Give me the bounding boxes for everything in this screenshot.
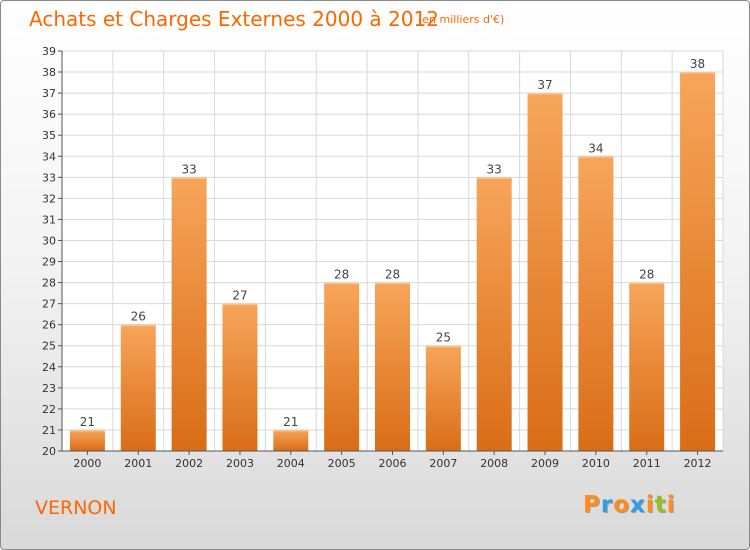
x-tick-label: 2002 bbox=[175, 457, 203, 470]
chart-title: Achats et Charges Externes 2000 à 2012 bbox=[29, 7, 439, 31]
bar bbox=[680, 72, 716, 451]
y-tick-label: 27 bbox=[42, 298, 56, 311]
bar-highlight bbox=[273, 429, 309, 432]
bar-highlight bbox=[375, 282, 410, 285]
logo-letter: t bbox=[654, 492, 667, 518]
bar-value-label: 33 bbox=[181, 162, 196, 176]
y-tick-label: 26 bbox=[42, 319, 56, 332]
y-tick-label: 37 bbox=[42, 87, 56, 100]
bar-highlight bbox=[69, 429, 105, 432]
bar bbox=[69, 429, 105, 451]
y-tick-label: 31 bbox=[42, 213, 56, 226]
x-tick-label: 2003 bbox=[226, 457, 254, 470]
y-tick-label: 22 bbox=[42, 403, 56, 416]
x-tick-label: 2001 bbox=[124, 457, 152, 470]
x-tick-label: 2012 bbox=[684, 457, 712, 470]
x-tick-label: 2011 bbox=[633, 457, 661, 470]
bar-value-label: 25 bbox=[436, 331, 451, 345]
y-tick-label: 38 bbox=[42, 66, 56, 79]
logo-letter: i bbox=[666, 492, 676, 518]
logo-letter: r bbox=[600, 492, 614, 518]
bar-value-label: 28 bbox=[639, 268, 654, 282]
bar bbox=[527, 93, 563, 452]
x-tick-label: 2000 bbox=[73, 457, 101, 470]
bar bbox=[324, 282, 360, 451]
x-tick-label: 2006 bbox=[379, 457, 407, 470]
x-tick-label: 2008 bbox=[480, 457, 508, 470]
y-tick-label: 23 bbox=[42, 382, 56, 395]
y-tick-label: 34 bbox=[42, 150, 56, 163]
y-tick-label: 29 bbox=[42, 256, 56, 269]
bar-value-label: 21 bbox=[283, 415, 298, 429]
bar bbox=[120, 324, 156, 451]
bar-value-label: 33 bbox=[487, 162, 502, 176]
y-tick-label: 33 bbox=[42, 171, 56, 184]
y-tick-label: 20 bbox=[42, 445, 56, 458]
bar-value-label: 28 bbox=[334, 268, 349, 282]
bar-value-label: 34 bbox=[588, 141, 603, 155]
bar-value-label: 27 bbox=[232, 289, 247, 303]
bar-highlight bbox=[680, 72, 716, 74]
y-tick-label: 21 bbox=[42, 424, 56, 437]
y-tick-label: 28 bbox=[42, 277, 56, 290]
logo-letter: i bbox=[645, 492, 655, 518]
y-tick-label: 30 bbox=[42, 234, 56, 247]
bar-value-label: 37 bbox=[537, 78, 552, 92]
bar-highlight bbox=[222, 303, 258, 306]
bar-value-label: 38 bbox=[690, 57, 705, 71]
logo-letter: P bbox=[583, 492, 601, 518]
bars: 21 26 33 27 21 28 28 25 33 37 34 28 38 bbox=[69, 57, 716, 452]
y-tick-label: 32 bbox=[42, 192, 56, 205]
logo-letter: o bbox=[613, 492, 631, 518]
bar bbox=[375, 282, 410, 451]
bar-highlight bbox=[578, 156, 614, 158]
y-tick-label: 24 bbox=[42, 361, 56, 374]
bar bbox=[222, 303, 258, 451]
bar bbox=[171, 177, 207, 451]
bar bbox=[273, 429, 309, 451]
bar-value-label: 21 bbox=[80, 415, 95, 429]
bar-value-label: 28 bbox=[385, 268, 400, 282]
x-tick-label: 2004 bbox=[277, 457, 305, 470]
x-tick-label: 2005 bbox=[328, 457, 356, 470]
bar bbox=[476, 177, 512, 451]
bar-highlight bbox=[324, 282, 360, 285]
axes: 20 21 22 23 24 25 26 27 28 29 30 31 32 33 34 35 36 37 38 39… bbox=[42, 45, 723, 470]
x-tick-label: 2010 bbox=[582, 457, 610, 470]
logo-letter: x bbox=[630, 492, 646, 518]
bar-highlight bbox=[629, 282, 665, 285]
proxiti-logo: Proxiti bbox=[583, 492, 676, 518]
y-tick-label: 25 bbox=[42, 340, 56, 353]
chart-subtitle: (en milliers d'€) bbox=[418, 13, 505, 26]
x-tick-label: 2007 bbox=[429, 457, 457, 470]
bar-highlight bbox=[476, 177, 512, 179]
bar bbox=[578, 156, 614, 451]
y-tick-label: 35 bbox=[42, 129, 56, 142]
bar-highlight bbox=[171, 177, 207, 179]
bar bbox=[425, 345, 461, 451]
bar-highlight bbox=[120, 324, 156, 327]
bar-value-label: 26 bbox=[131, 310, 146, 324]
y-tick-label: 39 bbox=[42, 45, 56, 58]
x-tick-label: 2009 bbox=[531, 457, 559, 470]
bar bbox=[629, 282, 665, 451]
city-label: VERNON bbox=[35, 497, 117, 519]
bar-highlight bbox=[527, 93, 563, 95]
y-tick-label: 36 bbox=[42, 108, 56, 121]
bar-highlight bbox=[425, 345, 461, 348]
